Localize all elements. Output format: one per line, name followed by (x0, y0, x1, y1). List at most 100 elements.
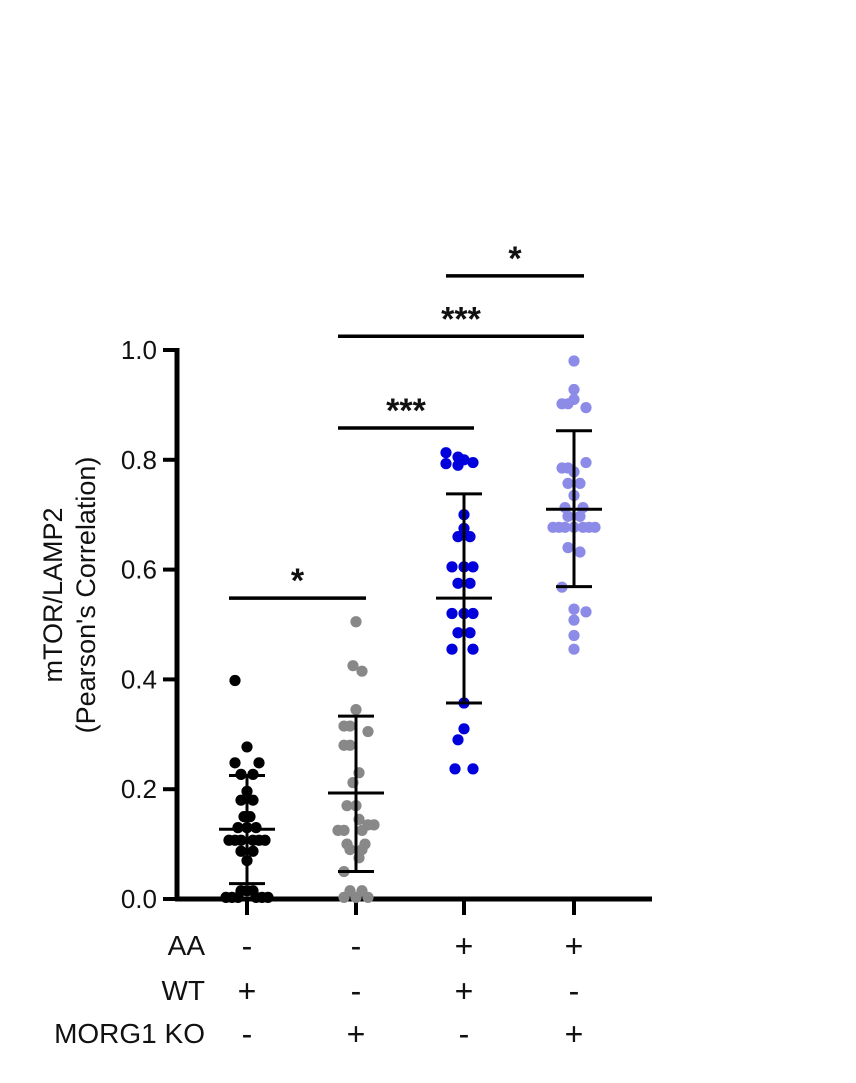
data-point (350, 616, 362, 628)
data-point (344, 720, 356, 732)
y-tick-label: 1.0 (121, 335, 157, 365)
data-point (259, 834, 271, 846)
data-point (574, 510, 586, 522)
data-point (568, 603, 580, 615)
data-point (235, 845, 247, 857)
data-point (467, 607, 479, 620)
data-points (220, 355, 601, 903)
data-point (229, 674, 241, 687)
data-point (344, 843, 356, 856)
data-point (449, 763, 461, 775)
condition-value: + (238, 973, 257, 1009)
data-point (247, 794, 259, 806)
data-point (467, 456, 479, 469)
data-point (467, 561, 479, 573)
data-point (467, 763, 479, 775)
data-point (253, 757, 265, 769)
data-point (446, 643, 458, 655)
condition-value: - (242, 928, 253, 964)
data-point (347, 660, 359, 672)
condition-value: + (455, 973, 474, 1009)
data-point (250, 822, 262, 834)
data-point (568, 355, 580, 367)
data-point (344, 739, 356, 751)
data-point (341, 800, 353, 812)
data-point (452, 627, 464, 639)
y-axis-label-line1: mTOR/LAMP2 (38, 507, 68, 682)
condition-label: MORG1 KO (54, 1018, 205, 1049)
y-axis-label: mTOR/LAMP2 (Pearson's Correlation) (38, 457, 101, 734)
significance-brackets: ******** (229, 240, 584, 600)
significance-label: *** (386, 392, 426, 430)
data-point (464, 627, 476, 639)
data-point (562, 510, 574, 522)
y-tick-label: 0.4 (121, 664, 157, 694)
y-tick-label: 0.8 (121, 445, 157, 475)
y-tick-label: 0.0 (121, 884, 157, 914)
y-tick-label: 0.6 (121, 555, 157, 585)
data-point (580, 456, 592, 469)
data-point (235, 834, 247, 846)
data-point (362, 725, 374, 738)
condition-label: WT (161, 975, 205, 1006)
data-point (568, 629, 580, 642)
y-ticks: 0.0 0.2 0.4 0.6 0.8 1.0 (121, 335, 177, 914)
condition-label: AA (168, 930, 206, 961)
data-point (458, 723, 470, 735)
data-point (568, 614, 580, 626)
data-point (241, 741, 253, 753)
data-point (464, 531, 476, 543)
condition-value: - (351, 928, 362, 964)
data-point (356, 665, 368, 677)
data-point (452, 577, 464, 589)
data-point (350, 891, 362, 903)
y-axis-label-line2: (Pearson's Correlation) (71, 457, 101, 734)
data-point (368, 819, 380, 831)
data-point (338, 891, 350, 903)
data-point (589, 521, 601, 533)
data-point (235, 794, 247, 806)
data-point (452, 734, 464, 746)
significance-label: * (508, 240, 522, 278)
data-point (440, 447, 452, 459)
data-point (568, 643, 580, 655)
data-point (580, 606, 592, 618)
error-bars (219, 429, 602, 886)
data-point (467, 643, 479, 655)
data-point (247, 845, 259, 857)
data-point (356, 824, 368, 836)
condition-value: - (569, 973, 580, 1009)
condition-value: - (459, 1016, 470, 1052)
data-point (559, 521, 571, 533)
data-point (562, 542, 574, 554)
data-point (562, 477, 574, 490)
significance-label: * (291, 562, 305, 600)
data-point (232, 891, 244, 903)
data-point (568, 383, 580, 396)
data-point (229, 757, 241, 769)
data-point (452, 459, 464, 471)
data-point (464, 577, 476, 589)
data-point (562, 398, 574, 410)
condition-value: - (351, 973, 362, 1009)
data-point (452, 531, 464, 543)
data-point (440, 458, 452, 470)
data-point (262, 891, 274, 903)
data-point (350, 703, 362, 716)
condition-value: - (242, 1016, 253, 1052)
data-point (338, 824, 350, 836)
condition-value: + (565, 928, 584, 964)
condition-value: + (347, 1016, 366, 1052)
condition-value: + (455, 928, 474, 964)
data-point (446, 561, 458, 573)
condition-table: AA - - + + WT + - + - MORG1 KO - + - + (54, 928, 583, 1052)
data-point (574, 546, 586, 558)
data-point (580, 402, 592, 414)
significance-label: *** (441, 300, 481, 338)
y-tick-label: 0.2 (121, 774, 157, 804)
data-point (574, 477, 586, 490)
data-point (362, 891, 374, 903)
condition-value: + (565, 1016, 584, 1052)
data-point (446, 607, 458, 620)
